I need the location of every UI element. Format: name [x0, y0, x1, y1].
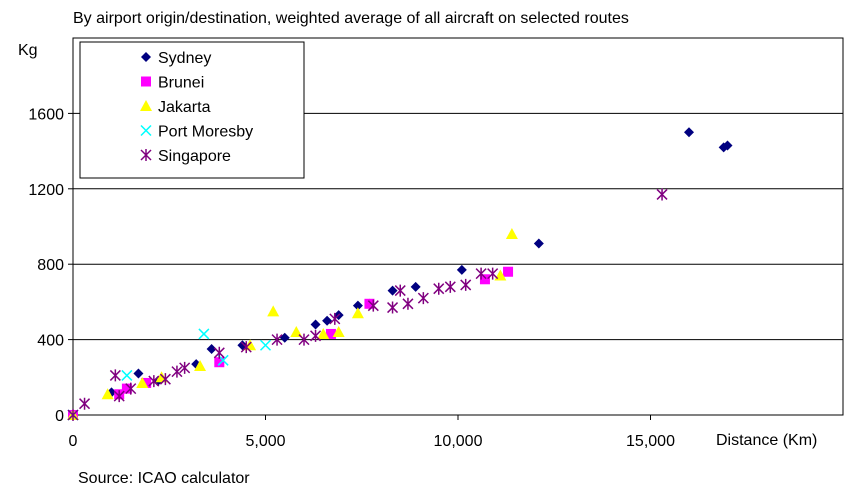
- x-tick-label: 15,000: [626, 433, 675, 450]
- point-brunei: [325, 328, 336, 339]
- point-singapore: [656, 188, 668, 201]
- point-sydney: [279, 332, 290, 343]
- point-jakarta: [351, 307, 364, 319]
- x-tick-label: 5,000: [245, 433, 285, 450]
- point-jakarta: [136, 376, 149, 388]
- legend-marker-sydney: [141, 52, 151, 62]
- point-sydney: [533, 238, 544, 249]
- series-brunei: [68, 266, 514, 420]
- y-tick-label: 1600: [28, 106, 64, 123]
- point-brunei: [503, 266, 514, 277]
- legend-marker-jakarta: [140, 100, 152, 111]
- point-sydney: [684, 127, 694, 138]
- legend-label-brunei: Brunei: [158, 75, 204, 92]
- legend-label-sydney: Sydney: [158, 50, 211, 67]
- point-jakarta: [505, 228, 518, 240]
- point-brunei: [364, 298, 375, 309]
- y-tick-label: 400: [37, 333, 64, 350]
- point-sydney: [310, 319, 321, 330]
- point-jakarta: [101, 388, 114, 400]
- point-brunei: [214, 357, 225, 368]
- point-jakarta: [267, 305, 280, 317]
- point-singapore: [444, 280, 456, 293]
- y-axis-ticks: 0 400 800 1200 1600: [28, 106, 73, 425]
- data-points: [67, 127, 733, 421]
- point-singapore: [159, 373, 171, 386]
- point-singapore: [109, 369, 121, 382]
- point-singapore: [433, 282, 445, 295]
- point-singapore: [171, 365, 183, 378]
- point-singapore: [67, 409, 79, 421]
- point-port-moresby: [198, 328, 210, 340]
- point-singapore: [394, 284, 406, 297]
- point-port-moresby: [259, 339, 272, 351]
- legend: Sydney Brunei Jakarta Port Moresby Singapore: [79, 41, 305, 179]
- legend-marker-port-moresby: [140, 124, 152, 137]
- y-tick-label: 1200: [28, 182, 64, 199]
- y-tick-label: 800: [37, 257, 64, 274]
- point-singapore: [298, 333, 310, 346]
- legend-marker-brunei: [141, 76, 151, 87]
- source-note: Source: ICAO calculator: [78, 470, 250, 487]
- point-sydney: [410, 281, 421, 292]
- point-singapore: [487, 267, 499, 280]
- point-singapore: [271, 333, 283, 346]
- point-singapore: [402, 297, 414, 310]
- point-singapore: [310, 329, 322, 342]
- point-sydney: [456, 264, 467, 275]
- x-axis-ticks: 0 5,000 10,000 15,000: [69, 415, 675, 450]
- point-brunei: [479, 274, 490, 285]
- point-singapore: [213, 346, 225, 359]
- point-singapore: [79, 397, 91, 410]
- x-axis-label: Distance (Km): [716, 432, 817, 449]
- point-singapore: [113, 390, 125, 403]
- y-tick-label: 0: [55, 408, 64, 425]
- legend-label-port-moresby: Port Moresby: [158, 124, 253, 141]
- point-singapore: [148, 375, 160, 388]
- legend-label-singapore: Singapore: [158, 148, 231, 165]
- legend-marker-singapore: [140, 149, 152, 161]
- point-singapore: [179, 361, 191, 374]
- point-sydney: [133, 368, 144, 379]
- point-singapore: [367, 299, 379, 312]
- series-singapore: [67, 188, 668, 421]
- point-singapore: [387, 301, 399, 314]
- point-singapore: [475, 267, 487, 280]
- point-singapore: [125, 382, 137, 395]
- point-sydney: [206, 344, 217, 355]
- point-sydney: [352, 300, 363, 311]
- legend-label-jakarta: Jakarta: [158, 99, 211, 116]
- series-jakarta: [67, 228, 518, 420]
- point-jakarta: [194, 359, 207, 371]
- point-jakarta: [332, 326, 345, 338]
- series-sydney: [68, 127, 733, 420]
- point-sydney: [387, 285, 398, 296]
- point-singapore: [240, 341, 252, 354]
- point-brunei: [121, 383, 132, 394]
- legend-box: [79, 41, 305, 179]
- point-sydney: [322, 315, 333, 326]
- point-brunei: [141, 377, 152, 388]
- point-port-moresby: [121, 369, 133, 381]
- point-jakarta: [317, 327, 330, 339]
- point-sydney: [722, 140, 733, 151]
- y-axis-label: Kg: [18, 42, 38, 59]
- chart-subtitle: By airport origin/destination, weighted …: [73, 10, 629, 27]
- point-singapore: [329, 312, 341, 325]
- point-singapore: [417, 292, 429, 305]
- x-tick-label: 0: [69, 433, 78, 450]
- x-tick-label: 10,000: [434, 433, 483, 450]
- point-singapore: [460, 278, 472, 291]
